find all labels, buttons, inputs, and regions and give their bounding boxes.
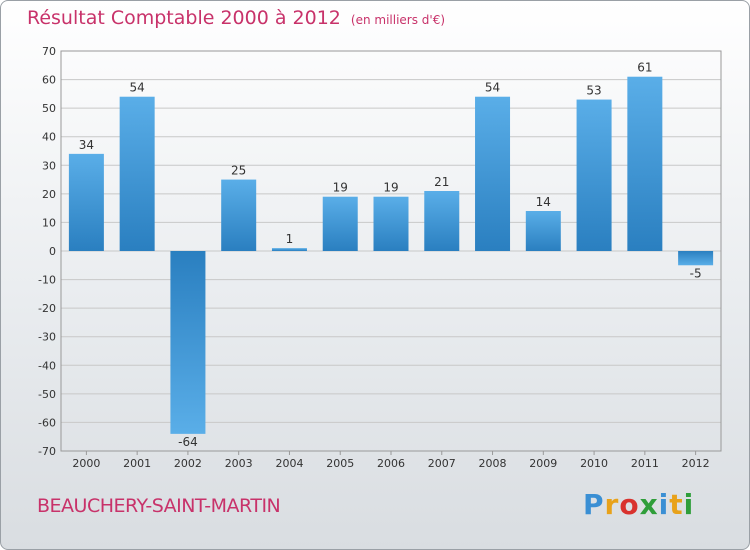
y-tick-label: 60 xyxy=(42,74,56,87)
y-tick-label: 10 xyxy=(42,216,56,229)
y-tick-label: 40 xyxy=(42,131,56,144)
bar-2012[interactable] xyxy=(678,251,714,266)
x-tick-label-2004: 2004 xyxy=(275,457,303,470)
axis-layer: 706050403020100-10-20-30-40-50-60-702000… xyxy=(38,45,722,470)
bar-2009[interactable] xyxy=(525,211,561,251)
data-label-2003: 25 xyxy=(231,164,246,178)
x-tick-label-2008: 2008 xyxy=(479,457,507,470)
bar-2006[interactable] xyxy=(373,196,409,251)
data-label-2012: -5 xyxy=(690,266,702,280)
logo-letter: i xyxy=(683,488,695,521)
bar-2010[interactable] xyxy=(576,99,612,251)
logo-letter: i xyxy=(658,488,670,521)
data-label-2006: 19 xyxy=(383,181,398,195)
x-tick-label-2005: 2005 xyxy=(326,457,354,470)
data-label-2005: 19 xyxy=(333,181,348,195)
chart-subtitle: (en milliers d'€) xyxy=(350,13,446,27)
bar-2002[interactable] xyxy=(170,251,206,434)
data-label-2011: 61 xyxy=(637,61,652,75)
x-tick-label-2003: 2003 xyxy=(225,457,253,470)
bar-2005[interactable] xyxy=(322,196,358,251)
y-tick-label: -30 xyxy=(38,331,56,344)
logo-letter: t xyxy=(669,488,684,521)
bar-2008[interactable] xyxy=(475,96,511,251)
bar-2011[interactable] xyxy=(627,76,663,251)
x-tick-label-2007: 2007 xyxy=(428,457,456,470)
x-tick-label-2001: 2001 xyxy=(123,457,151,470)
y-tick-label: 70 xyxy=(42,45,56,58)
bar-2003[interactable] xyxy=(221,179,257,251)
y-tick-label: -20 xyxy=(38,302,56,315)
data-label-2002: -64 xyxy=(178,435,198,449)
data-label-2001: 54 xyxy=(130,81,145,95)
x-tick-label-2000: 2000 xyxy=(72,457,100,470)
logo-letter: r xyxy=(604,488,620,521)
data-label-2007: 21 xyxy=(434,175,449,189)
bar-2001[interactable] xyxy=(119,96,155,251)
logo-letter: x xyxy=(639,488,659,521)
bars-layer: 34 54 -64 25 1 19 19 21 54 14 53 61 -5 xyxy=(68,61,714,449)
x-tick-label-2012: 2012 xyxy=(682,457,710,470)
bar-2000[interactable] xyxy=(68,153,104,251)
y-tick-label: -50 xyxy=(38,388,56,401)
commune-name: BEAUCHERY-SAINT-MARTIN xyxy=(37,495,281,517)
x-tick-label-2006: 2006 xyxy=(377,457,405,470)
y-tick-label: -40 xyxy=(38,359,56,372)
data-label-2008: 54 xyxy=(485,81,500,95)
data-label-2010: 53 xyxy=(586,84,601,98)
x-tick-label-2011: 2011 xyxy=(631,457,659,470)
y-tick-label: -70 xyxy=(38,445,56,458)
x-tick-label-2002: 2002 xyxy=(174,457,202,470)
y-tick-label: 0 xyxy=(49,245,56,258)
y-tick-label: 20 xyxy=(42,188,56,201)
data-label-2009: 14 xyxy=(536,195,551,209)
bar-2004[interactable] xyxy=(271,248,307,251)
data-label-2004: 1 xyxy=(286,232,294,246)
logo-letter: P xyxy=(583,488,605,521)
y-tick-label: -10 xyxy=(38,274,56,287)
data-label-2000: 34 xyxy=(79,138,94,152)
logo-letter: o xyxy=(619,488,640,521)
bar-2007[interactable] xyxy=(424,191,460,251)
x-tick-label-2010: 2010 xyxy=(580,457,608,470)
y-tick-label: -60 xyxy=(38,416,56,429)
chart-title: Résultat Comptable 2000 à 2012 (en millie… xyxy=(27,7,445,29)
x-tick-label-2009: 2009 xyxy=(529,457,557,470)
chart-title-text: Résultat Comptable 2000 à 2012 xyxy=(27,7,341,29)
proxiti-logo[interactable]: Proxiti xyxy=(583,488,694,521)
y-tick-label: 50 xyxy=(42,102,56,115)
y-tick-label: 30 xyxy=(42,159,56,172)
